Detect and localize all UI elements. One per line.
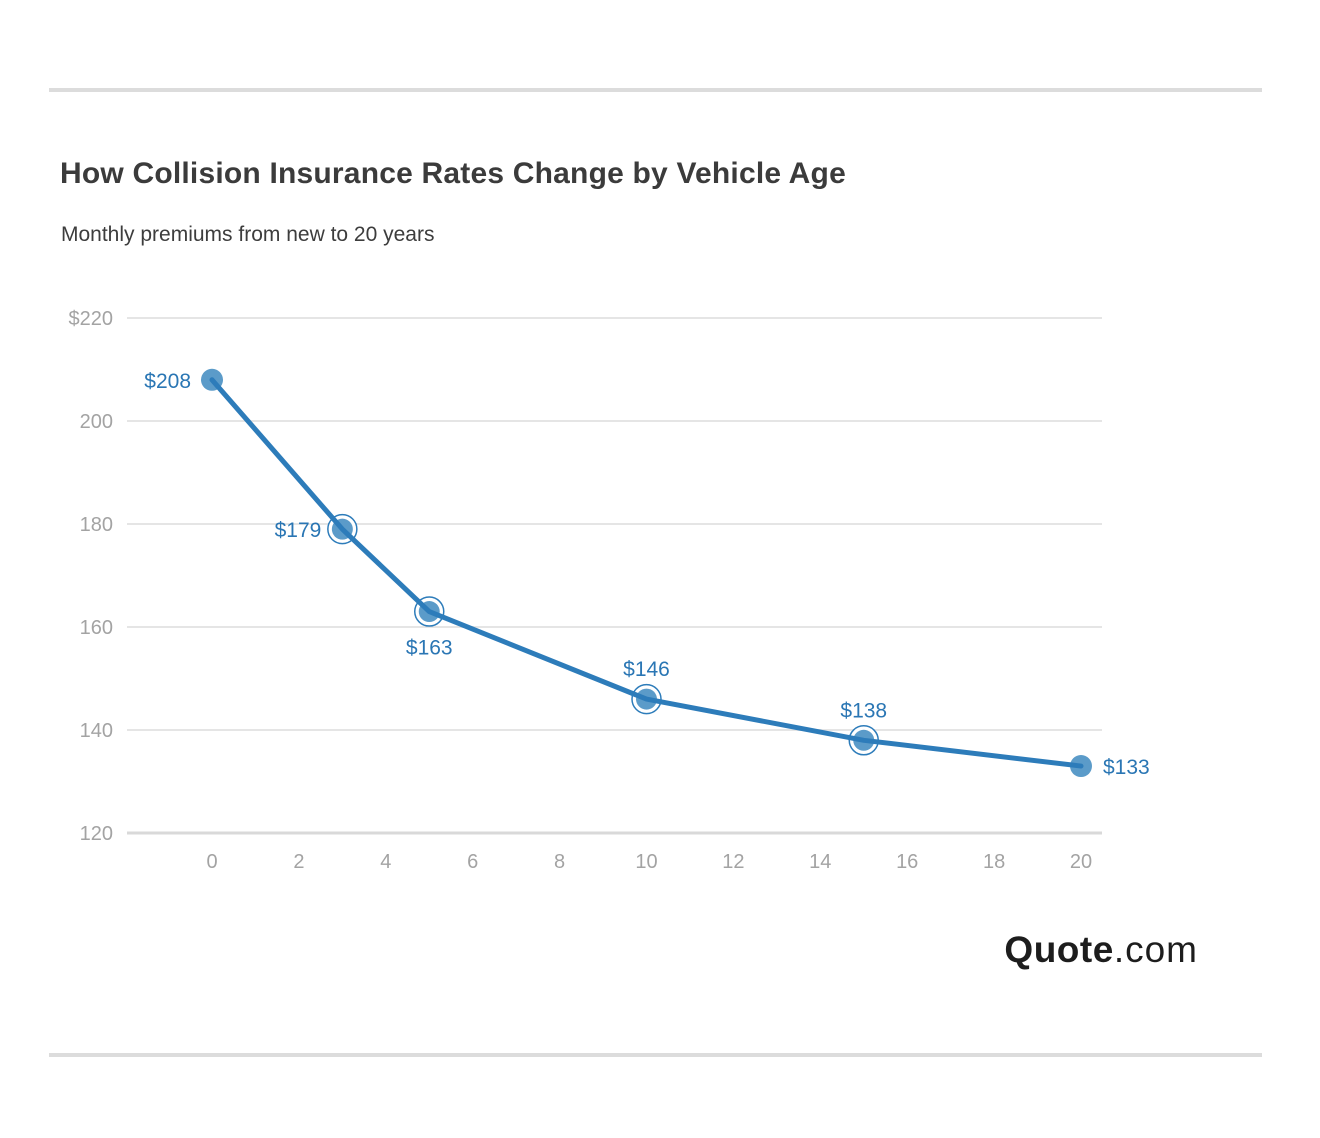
- marker-ring: [327, 513, 358, 545]
- chart-title: How Collision Insurance Rates Change by …: [60, 157, 846, 190]
- x-axis-tick-label: 20: [1070, 851, 1092, 873]
- data-point-label: $208: [144, 370, 191, 393]
- y-axis-tick-label: 180: [80, 514, 113, 536]
- y-axis-tick-label: 140: [80, 720, 113, 742]
- x-axis-tick-label: 6: [467, 851, 478, 873]
- marker-ring: [848, 725, 879, 756]
- marker-ring: [414, 596, 445, 627]
- marker-ring: [631, 683, 662, 715]
- x-axis-tick-label: 16: [896, 851, 918, 873]
- x-axis-tick-label: 0: [206, 851, 217, 873]
- data-point-label: $163: [406, 637, 453, 660]
- data-point-label: $179: [275, 519, 322, 542]
- data-point-label: $138: [840, 699, 887, 722]
- y-axis-tick-label: $220: [69, 308, 114, 330]
- bottom-divider: [49, 1053, 1262, 1057]
- x-axis-tick-label: 2: [293, 851, 304, 873]
- y-axis-tick-label: 160: [80, 617, 113, 639]
- x-axis-tick-label: 4: [380, 851, 391, 873]
- chart-subtitle: Monthly premiums from new to 20 years: [61, 223, 435, 246]
- series-line: [209, 377, 1084, 769]
- x-axis-tick-label: 18: [983, 851, 1005, 873]
- y-axis-tick-label: 200: [80, 411, 113, 433]
- x-axis-tick-label: 12: [722, 851, 744, 873]
- y-axis-tick-label: 120: [80, 823, 113, 845]
- x-axis-tick-label: 10: [635, 851, 657, 873]
- brand-logo-rest: .com: [1113, 929, 1198, 970]
- top-divider: [49, 88, 1262, 92]
- x-axis-tick-label: 8: [554, 851, 565, 873]
- x-axis-tick-label: 14: [809, 851, 831, 873]
- brand-logo: Quote.com: [1004, 929, 1198, 971]
- brand-logo-bold: Quote: [1004, 929, 1114, 970]
- data-point-label: $133: [1103, 756, 1150, 779]
- data-point-label: $146: [623, 658, 670, 681]
